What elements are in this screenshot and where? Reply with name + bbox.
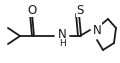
Text: N: N <box>58 28 66 41</box>
Text: O: O <box>27 4 37 17</box>
Text: S: S <box>76 4 84 17</box>
Text: N: N <box>93 23 101 36</box>
Text: H: H <box>59 38 65 48</box>
